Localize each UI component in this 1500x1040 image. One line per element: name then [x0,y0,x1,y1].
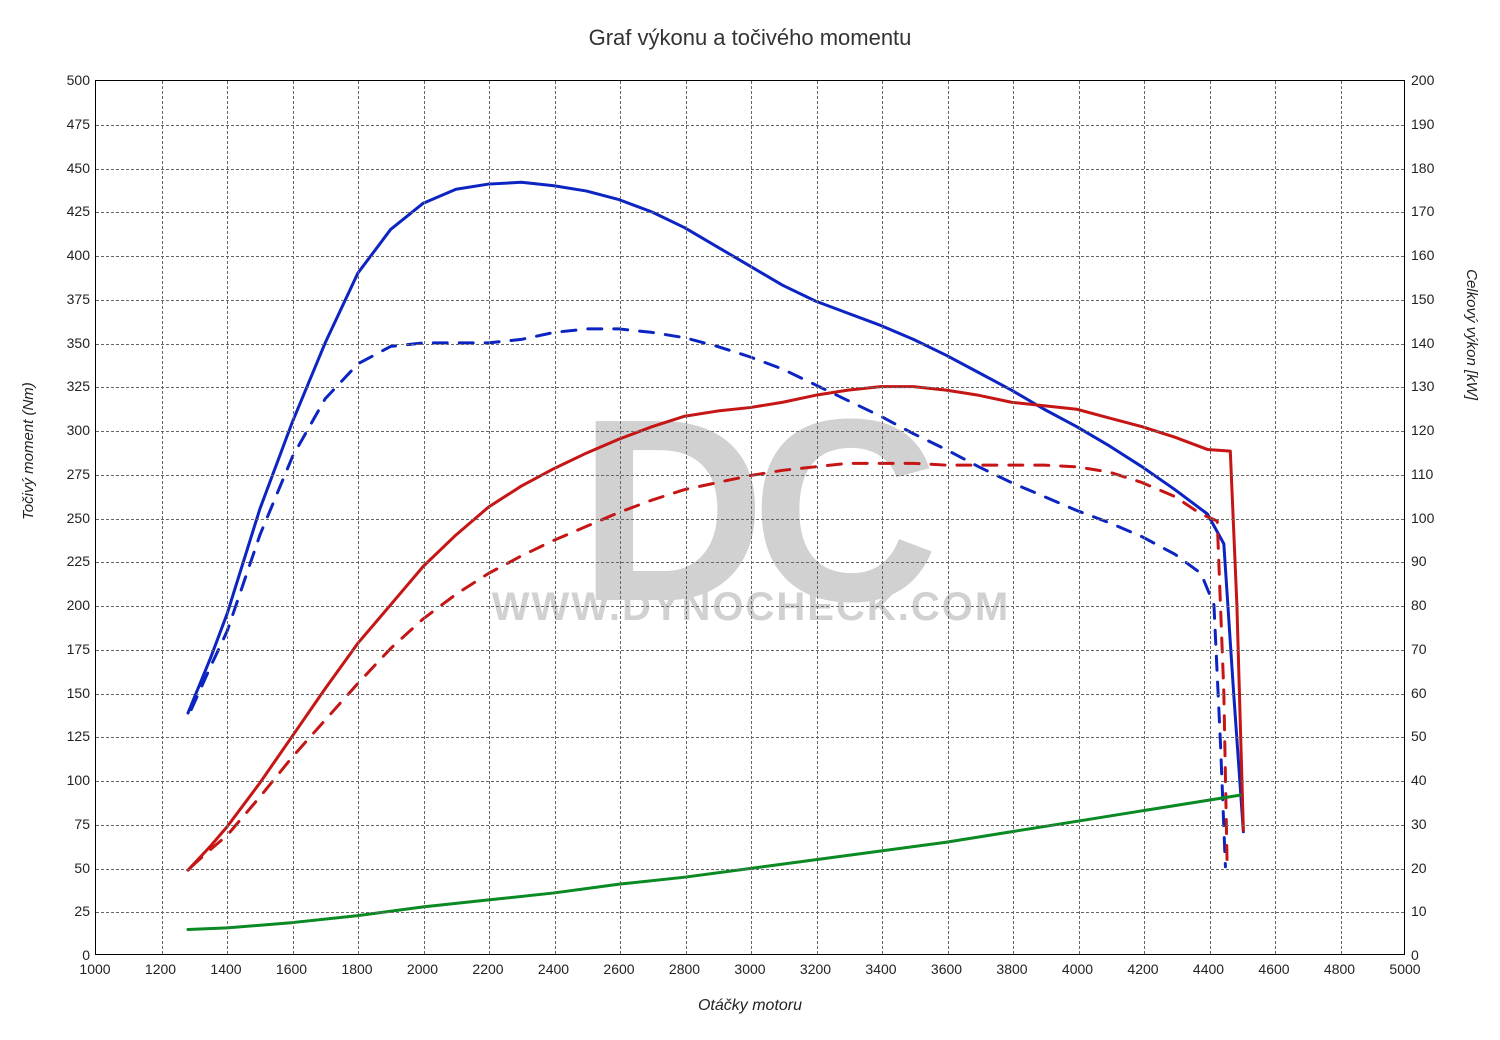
gridline-h [96,562,1404,563]
y-right-tick-label: 180 [1411,160,1456,176]
y-right-tick-label: 140 [1411,335,1456,351]
y-right-tick-label: 20 [1411,860,1456,876]
y-right-tick-label: 60 [1411,685,1456,701]
y-right-tick-label: 10 [1411,903,1456,919]
plot-area: DC WWW.DYNOCHECK.COM [95,80,1405,955]
y-right-tick-label: 80 [1411,597,1456,613]
y-right-tick-label: 30 [1411,816,1456,832]
y-left-tick-label: 325 [50,378,90,394]
series-power_stock [191,463,1227,866]
gridline-h [96,125,1404,126]
x-axis-label: Otáčky motoru [0,997,1500,1015]
x-tick-label: 4800 [1315,961,1365,977]
x-tick-label: 2400 [529,961,579,977]
x-tick-label: 4400 [1184,961,1234,977]
gridline-h [96,431,1404,432]
x-tick-label: 5000 [1380,961,1430,977]
y-left-tick-label: 175 [50,641,90,657]
x-tick-label: 3400 [856,961,906,977]
x-tick-label: 4000 [1053,961,1103,977]
y-left-tick-label: 250 [50,510,90,526]
y-left-tick-label: 0 [50,947,90,963]
gridline-h [96,300,1404,301]
gridline-h [96,737,1404,738]
y-left-tick-label: 400 [50,247,90,263]
y-right-tick-label: 190 [1411,116,1456,132]
y-left-tick-label: 425 [50,203,90,219]
y-left-axis-label: Točivý moment (Nm) [20,382,37,520]
x-tick-label: 3000 [725,961,775,977]
gridline-h [96,212,1404,213]
y-left-tick-label: 100 [50,772,90,788]
gridline-h [96,519,1404,520]
series-power_tuned [188,387,1243,871]
y-left-tick-label: 25 [50,903,90,919]
y-right-tick-label: 40 [1411,772,1456,788]
y-right-tick-label: 150 [1411,291,1456,307]
y-left-tick-label: 450 [50,160,90,176]
series-torque_tuned [188,182,1243,832]
chart-title: Graf výkonu a točivého momentu [0,25,1500,51]
y-left-tick-label: 475 [50,116,90,132]
y-left-tick-label: 375 [50,291,90,307]
y-left-tick-label: 150 [50,685,90,701]
y-right-tick-label: 120 [1411,422,1456,438]
x-tick-label: 3600 [922,961,972,977]
x-tick-label: 1000 [70,961,120,977]
y-right-tick-label: 0 [1411,947,1456,963]
gridline-h [96,912,1404,913]
x-tick-label: 3200 [791,961,841,977]
gridline-h [96,387,1404,388]
gridline-h [96,781,1404,782]
x-tick-label: 4200 [1118,961,1168,977]
dyno-chart: Graf výkonu a točivého momentu DC WWW.DY… [0,0,1500,1040]
series-losses [188,795,1240,929]
y-left-tick-label: 200 [50,597,90,613]
y-left-tick-label: 350 [50,335,90,351]
y-left-tick-label: 75 [50,816,90,832]
x-tick-label: 3800 [987,961,1037,977]
y-right-axis-label: Celkový výkon [kW] [1463,269,1480,400]
x-tick-label: 4600 [1249,961,1299,977]
y-left-tick-label: 50 [50,860,90,876]
x-tick-label: 2800 [660,961,710,977]
gridline-h [96,650,1404,651]
x-tick-label: 1200 [136,961,186,977]
x-tick-label: 1400 [201,961,251,977]
y-right-tick-label: 50 [1411,728,1456,744]
y-right-tick-label: 90 [1411,553,1456,569]
y-right-tick-label: 160 [1411,247,1456,263]
y-left-tick-label: 500 [50,72,90,88]
x-tick-label: 1600 [267,961,317,977]
gridline-h [96,825,1404,826]
y-right-tick-label: 70 [1411,641,1456,657]
y-left-tick-label: 225 [50,553,90,569]
gridline-h [96,475,1404,476]
x-tick-label: 2000 [398,961,448,977]
y-left-tick-label: 275 [50,466,90,482]
x-tick-label: 2600 [594,961,644,977]
y-right-tick-label: 170 [1411,203,1456,219]
y-right-tick-label: 110 [1411,466,1456,482]
y-right-tick-label: 130 [1411,378,1456,394]
gridline-h [96,256,1404,257]
gridline-h [96,606,1404,607]
y-right-tick-label: 100 [1411,510,1456,526]
gridline-h [96,869,1404,870]
gridline-h [96,694,1404,695]
y-left-tick-label: 125 [50,728,90,744]
gridline-h [96,169,1404,170]
gridline-h [96,344,1404,345]
x-tick-label: 2200 [463,961,513,977]
y-left-tick-label: 300 [50,422,90,438]
x-tick-label: 1800 [332,961,382,977]
y-right-tick-label: 200 [1411,72,1456,88]
